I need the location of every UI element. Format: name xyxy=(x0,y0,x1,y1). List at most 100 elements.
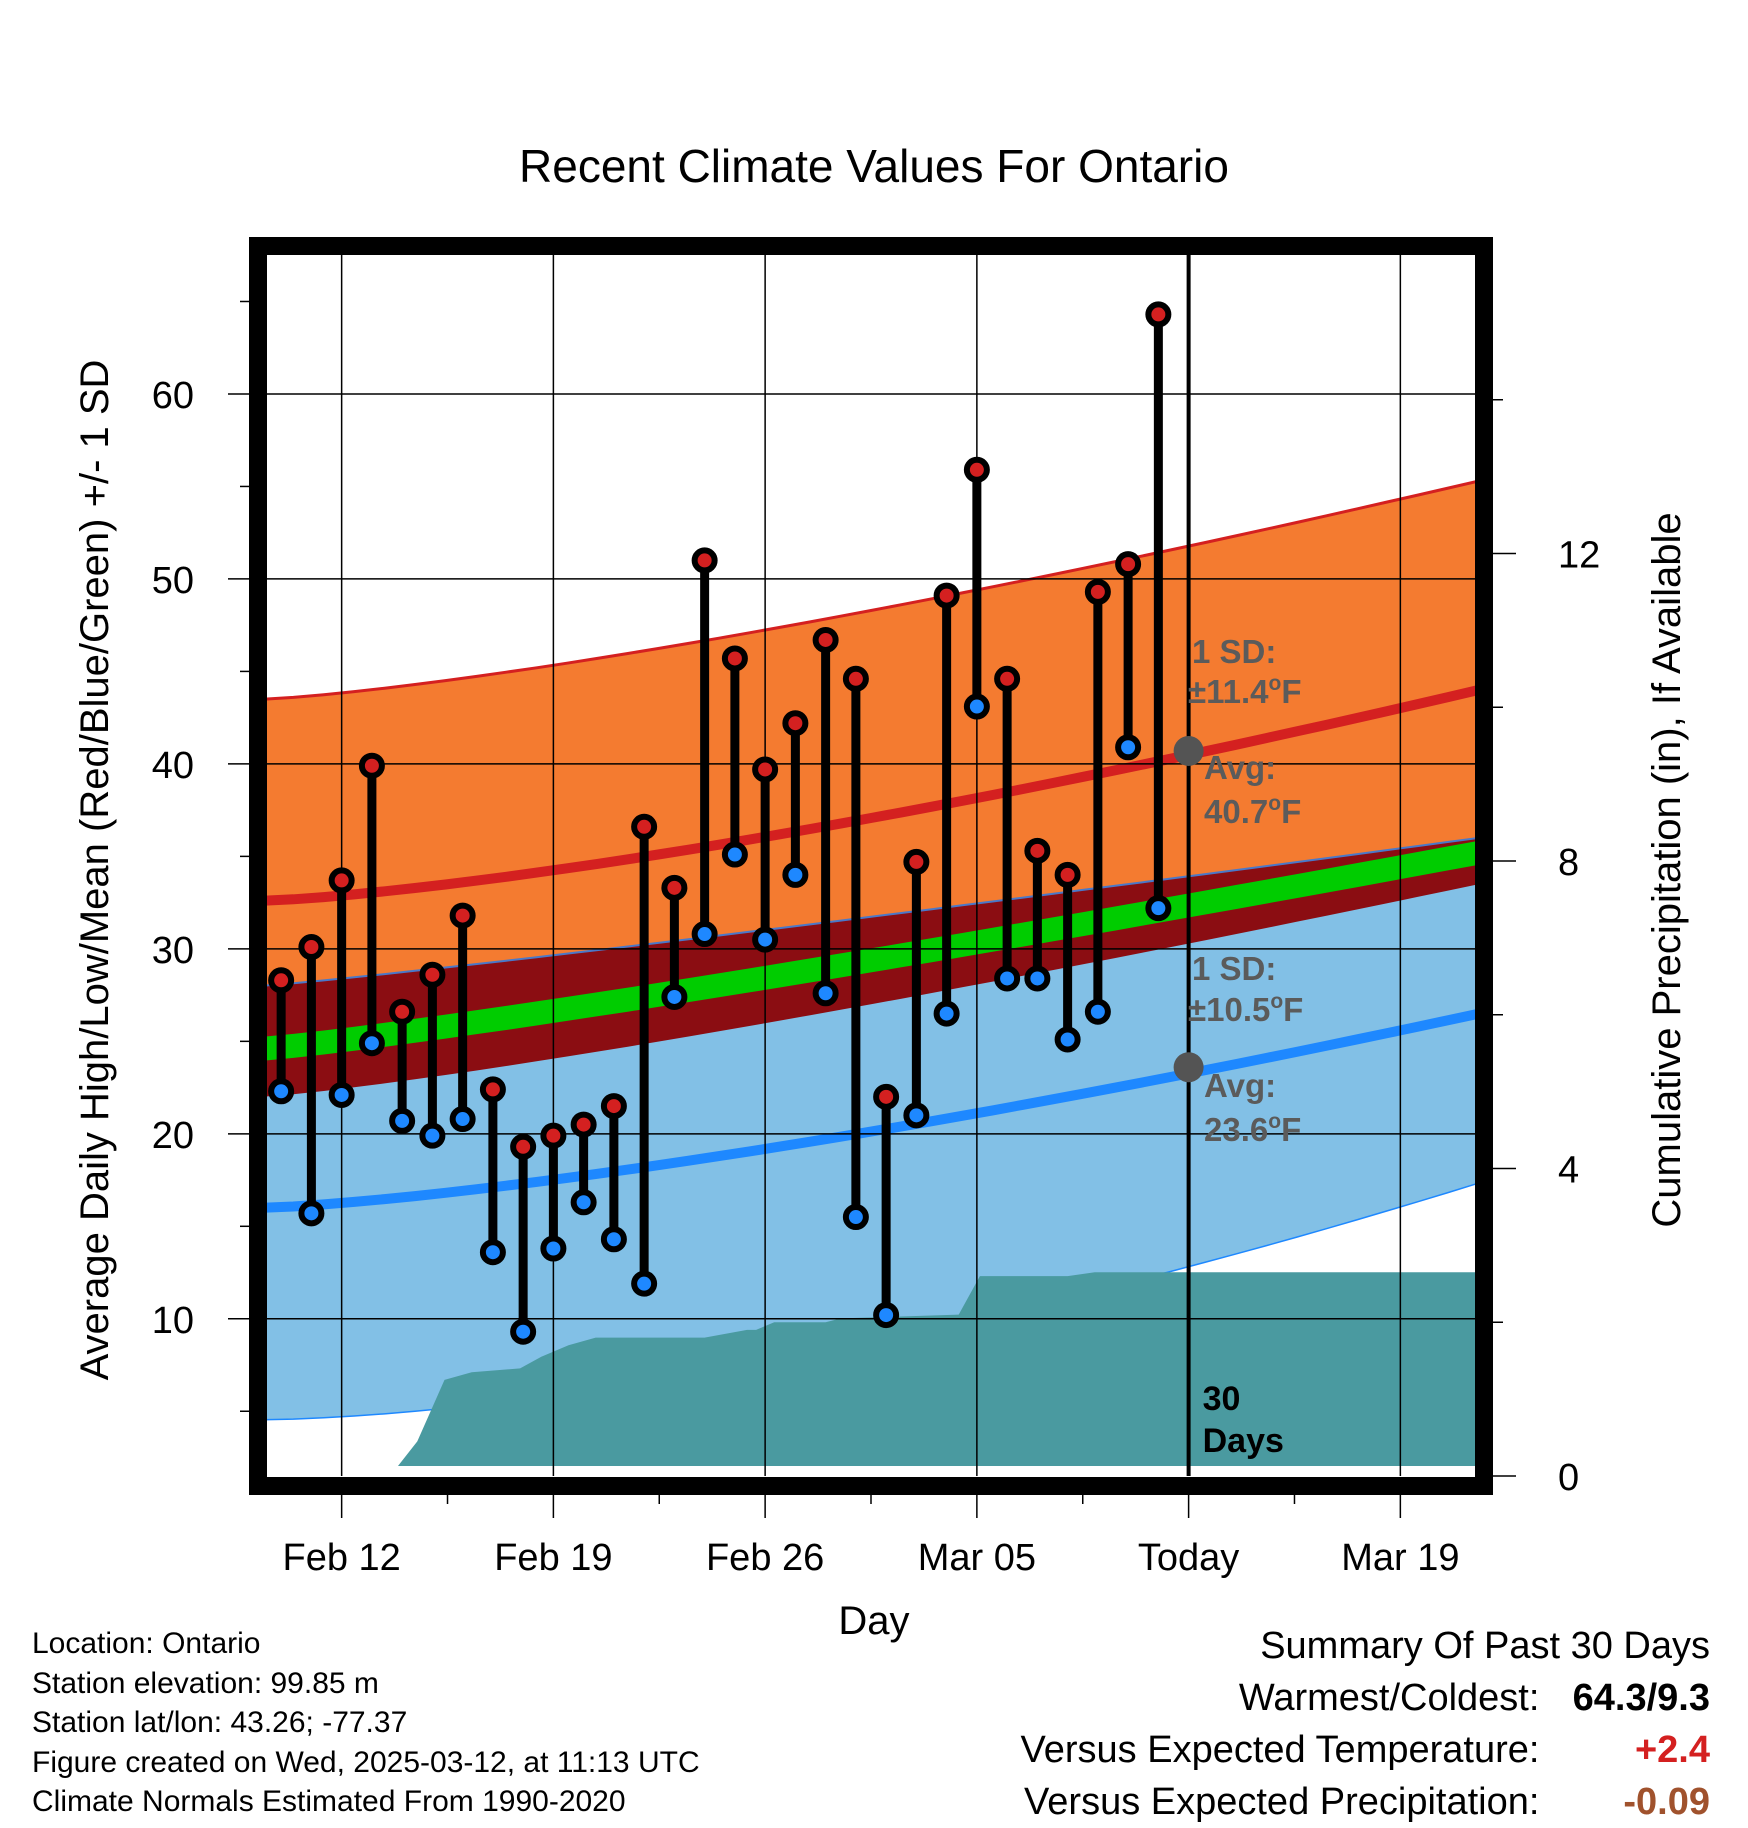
unit-letter: F xyxy=(1281,1111,1301,1148)
low-point xyxy=(1145,895,1172,922)
high-point xyxy=(419,961,446,988)
y-tick-label: 50 xyxy=(152,560,194,602)
high-point xyxy=(873,1083,900,1110)
y-axis-label: Average Daily High/Low/Mean (Red/Blue/Gr… xyxy=(73,360,117,1381)
high-point xyxy=(510,1133,537,1160)
latlon-text: Station lat/lon: 43.26; -77.37 xyxy=(32,1706,408,1739)
y-tick-label: 10 xyxy=(152,1300,194,1342)
station-info: Location: Ontario Station elevation: 99.… xyxy=(32,1624,700,1822)
unit-letter: F xyxy=(1281,673,1301,710)
low-point xyxy=(933,1000,960,1027)
precip-area xyxy=(397,1272,1479,1466)
normal-high-line xyxy=(263,685,1479,906)
high-sd-band xyxy=(263,480,1479,986)
normal-mean-line xyxy=(263,840,1479,1061)
low-point xyxy=(389,1107,416,1134)
high-sd-upper-edge xyxy=(263,479,1479,701)
low-point xyxy=(358,1030,385,1057)
low-point xyxy=(631,1270,658,1297)
low-point xyxy=(721,841,748,868)
high-point xyxy=(691,547,718,574)
low-point xyxy=(600,1226,627,1253)
low-point xyxy=(570,1189,597,1216)
y-tick-label: 30 xyxy=(152,930,194,972)
y-tick-label: 20 xyxy=(152,1115,194,1157)
high-point xyxy=(600,1093,627,1120)
low-point xyxy=(449,1106,476,1133)
high-point xyxy=(1054,861,1081,888)
y2-axis-label: Cumulative Precipitation (in), If Availa… xyxy=(1645,512,1689,1227)
y-tick-label: 40 xyxy=(152,745,194,787)
high-point xyxy=(449,902,476,929)
normal-low-line xyxy=(263,1008,1479,1213)
low-point xyxy=(873,1302,900,1329)
summary-panel: Summary Of Past 30 Days Warmest/Coldest:… xyxy=(1021,1620,1710,1828)
high-point xyxy=(752,756,779,783)
low-sd-label: 1 SD: xyxy=(1192,950,1276,987)
high-point xyxy=(661,874,688,901)
high-sd-label: 1 SD: xyxy=(1192,633,1276,670)
low-point xyxy=(510,1318,537,1345)
days-count-text: Days xyxy=(1203,1422,1284,1460)
high-point xyxy=(782,710,809,737)
low-avg-value: 23.6oF xyxy=(1204,1110,1301,1148)
low-point xyxy=(903,1102,930,1129)
elevation-text: Station elevation: 99.85 m xyxy=(32,1666,379,1700)
low-point xyxy=(1054,1026,1081,1053)
y-tick-label: 60 xyxy=(152,375,194,417)
high-point xyxy=(570,1111,597,1138)
high-point xyxy=(631,813,658,840)
high-point xyxy=(933,582,960,609)
warmest-value: 64.3/9.3 xyxy=(1572,1677,1710,1719)
low-point xyxy=(812,980,839,1007)
high-avg-label: Avg: xyxy=(1204,749,1276,786)
x-tick-label: Feb 26 xyxy=(706,1537,824,1579)
temp-label: Versus Expected Temperature: xyxy=(1020,1729,1540,1771)
y2-tick-label: 4 xyxy=(1558,1150,1579,1192)
y2-tick-label: 8 xyxy=(1558,842,1579,884)
high-point xyxy=(721,645,748,672)
normals-text: Climate Normals Estimated From 1990-2020 xyxy=(32,1785,626,1818)
high-point xyxy=(1084,578,1111,605)
low-point xyxy=(328,1081,355,1108)
high-point xyxy=(389,998,416,1025)
low-point xyxy=(1084,998,1111,1025)
high-point xyxy=(842,665,869,692)
warmest-label: Warmest/Coldest: xyxy=(1238,1677,1540,1719)
chart-title: Recent Climate Values For Ontario xyxy=(519,140,1229,192)
high-avg-value: 40.7oF xyxy=(1204,792,1301,830)
low-point xyxy=(540,1235,567,1262)
low-point xyxy=(994,965,1021,992)
high-point xyxy=(812,626,839,653)
created-text: Figure created on Wed, 2025-03-12, at 11… xyxy=(32,1745,700,1779)
low-point xyxy=(1024,965,1051,992)
x-tick-label: Feb 12 xyxy=(282,1537,400,1579)
unit-letter: F xyxy=(1281,793,1301,830)
summary-title: Summary Of Past 30 Days xyxy=(1260,1625,1710,1667)
low-sd-value: ±10.5oF xyxy=(1188,990,1303,1028)
degree-sup: o xyxy=(1270,990,1283,1013)
high-point xyxy=(1024,837,1051,864)
degree-sup: o xyxy=(1268,1110,1281,1133)
low-point xyxy=(1115,734,1142,761)
degree-sup: o xyxy=(1268,792,1281,815)
low-point xyxy=(782,861,809,888)
low-point xyxy=(963,693,990,720)
low-point xyxy=(842,1204,869,1231)
precip-value: -0.09 xyxy=(1623,1781,1710,1823)
low-avg-label: Avg: xyxy=(1204,1067,1276,1104)
low-point xyxy=(419,1122,446,1149)
degree-sup: o xyxy=(1269,672,1282,695)
location-text: Location: Ontario xyxy=(32,1627,261,1660)
high-point xyxy=(479,1076,506,1103)
high-point xyxy=(358,752,385,779)
y2-tick-label: 0 xyxy=(1558,1457,1579,1499)
high-point xyxy=(268,967,295,994)
high-point xyxy=(963,456,990,483)
low-point xyxy=(661,983,688,1010)
high-point xyxy=(1115,551,1142,578)
low-point xyxy=(298,1200,325,1227)
low-avg-marker xyxy=(1173,1052,1204,1083)
high-point xyxy=(540,1122,567,1149)
x-tick-label: Mar 05 xyxy=(918,1537,1036,1579)
